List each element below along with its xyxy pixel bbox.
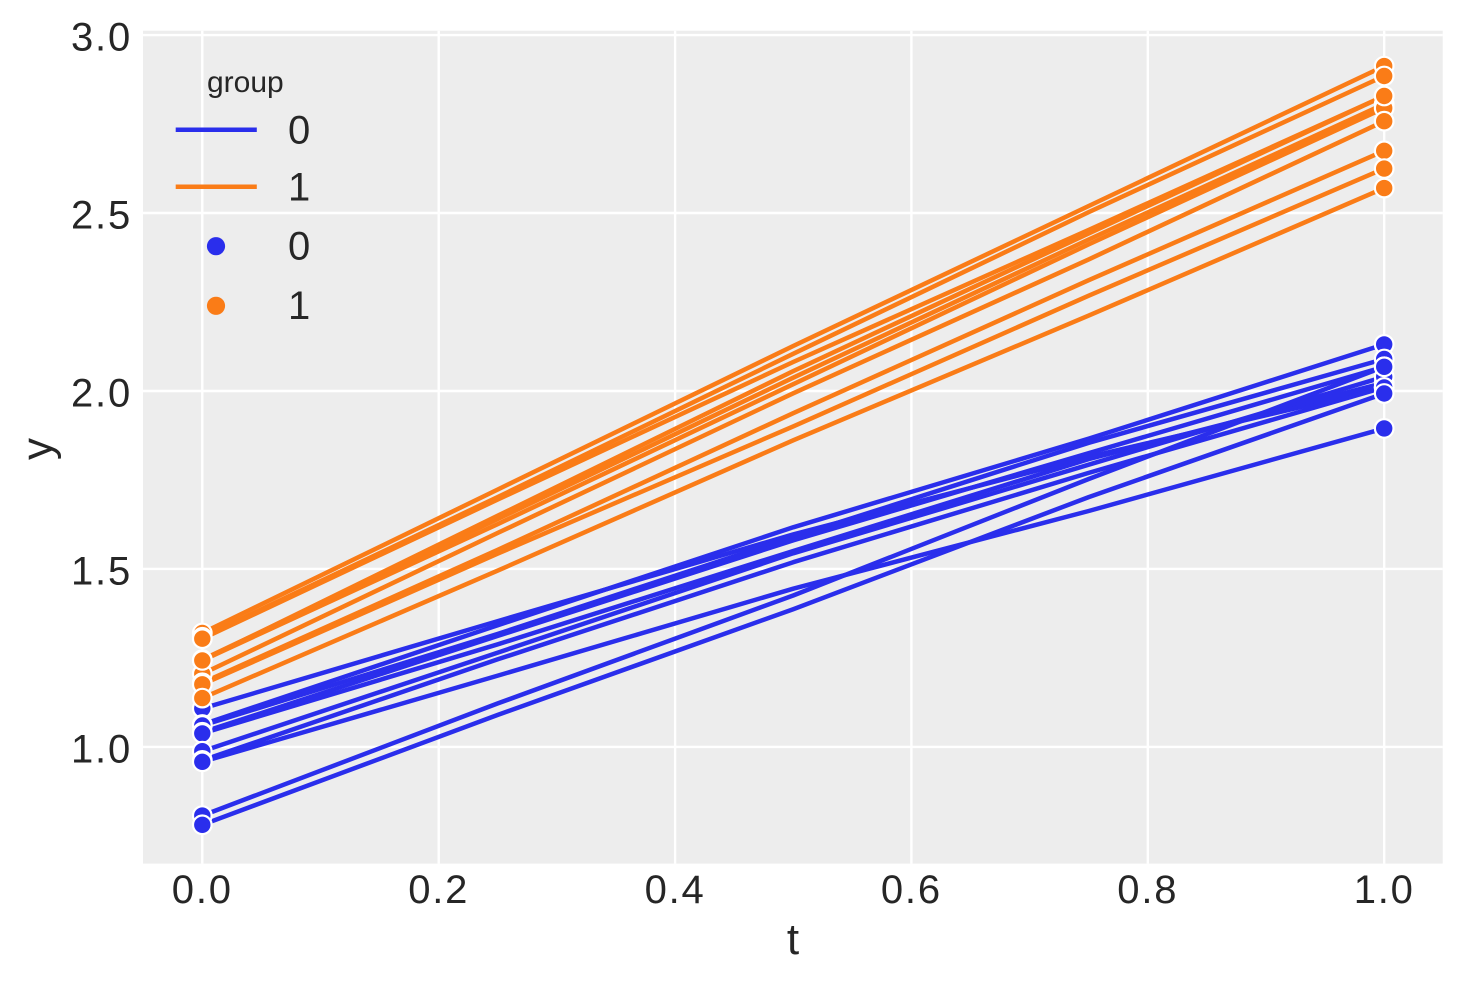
svg-text:0: 0 xyxy=(288,109,310,153)
svg-text:1.0: 1.0 xyxy=(71,727,132,771)
svg-text:0.2: 0.2 xyxy=(408,868,469,912)
svg-text:t: t xyxy=(787,915,799,964)
svg-text:0.8: 0.8 xyxy=(1117,868,1178,912)
svg-text:0.0: 0.0 xyxy=(172,868,233,912)
svg-text:3.0: 3.0 xyxy=(71,16,132,60)
svg-text:y: y xyxy=(13,438,62,460)
svg-text:0.4: 0.4 xyxy=(645,868,706,912)
svg-text:1.5: 1.5 xyxy=(71,549,132,593)
svg-text:0: 0 xyxy=(288,225,310,269)
svg-text:1.0: 1.0 xyxy=(1354,868,1415,912)
svg-text:group: group xyxy=(207,66,284,99)
svg-text:2.5: 2.5 xyxy=(71,194,132,238)
svg-text:0.6: 0.6 xyxy=(881,868,942,912)
svg-text:1: 1 xyxy=(288,166,310,210)
svg-text:2.0: 2.0 xyxy=(71,372,132,416)
svg-text:1: 1 xyxy=(288,284,310,328)
